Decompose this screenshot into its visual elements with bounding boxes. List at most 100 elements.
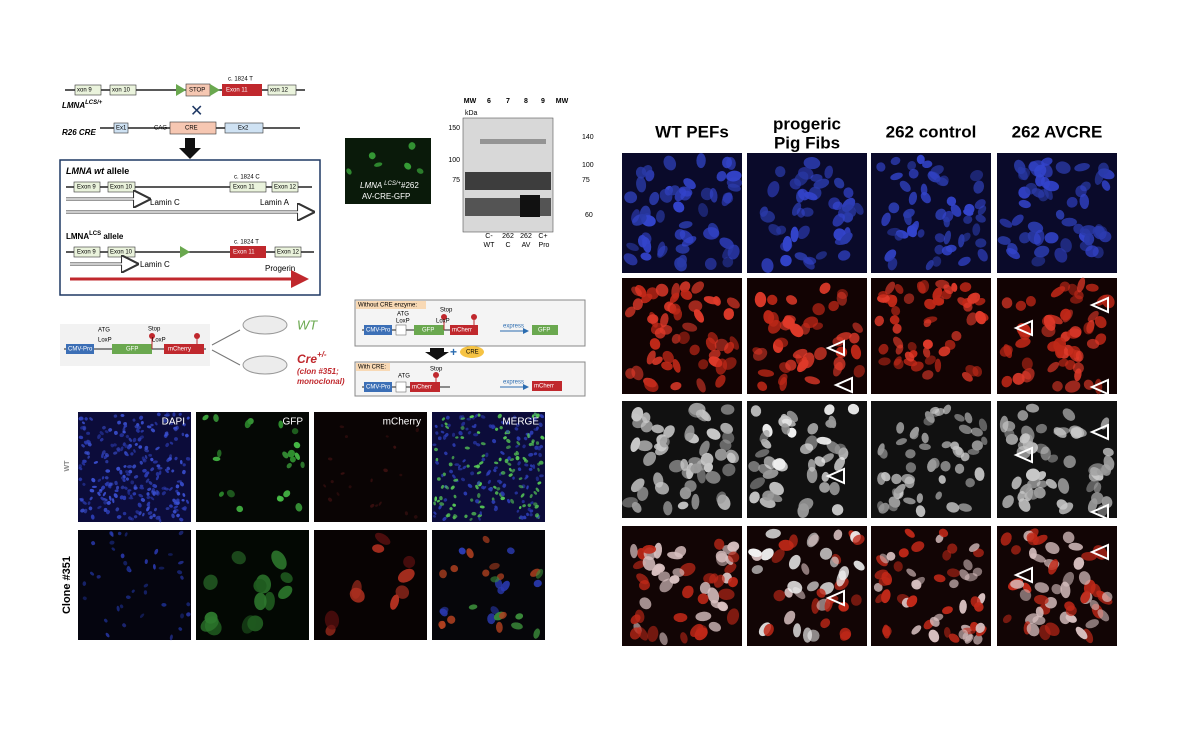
nucleus <box>127 490 131 495</box>
nucleus <box>119 433 125 438</box>
nucleus <box>815 251 827 260</box>
nucleus <box>1015 337 1031 348</box>
nucleus <box>814 456 826 467</box>
nucleus <box>146 492 150 496</box>
nucleus <box>973 180 985 194</box>
nucleus <box>536 515 541 519</box>
nucleus <box>469 517 473 521</box>
nucleus <box>537 446 542 451</box>
nucleus <box>672 568 685 577</box>
nucleus <box>131 589 135 593</box>
nucleus <box>748 461 760 472</box>
nucleus <box>535 487 540 492</box>
nucleus <box>464 446 470 450</box>
nucleus <box>122 623 127 628</box>
nucleus <box>1017 166 1028 181</box>
nucleus <box>938 528 949 538</box>
nucleus <box>533 628 540 639</box>
nucleus <box>1048 559 1059 575</box>
nucleus <box>505 429 510 434</box>
nucleus <box>474 413 479 418</box>
nucleus <box>455 436 459 439</box>
nucleus <box>534 445 539 450</box>
nucleus <box>482 569 490 577</box>
nucleus <box>1093 226 1108 239</box>
nucleus <box>123 465 127 468</box>
nucleus <box>905 449 916 459</box>
nucleus <box>465 427 469 431</box>
nucleus <box>878 343 889 355</box>
nucleus <box>513 452 518 456</box>
nucleus <box>150 423 154 427</box>
nucleus <box>844 204 857 218</box>
nucleus <box>508 473 513 477</box>
nucleus <box>1077 277 1086 293</box>
image-panel <box>314 530 427 640</box>
nucleus <box>1040 163 1053 178</box>
nucleus <box>87 501 91 505</box>
nucleus <box>720 404 735 415</box>
nucleus <box>965 478 975 488</box>
exon-label: Exon 11 <box>226 88 248 94</box>
nucleus <box>769 481 784 496</box>
nucleus <box>444 422 448 426</box>
nucleus <box>806 466 818 484</box>
nucleus <box>450 564 459 573</box>
nucleus <box>144 448 149 453</box>
nucleus <box>934 244 944 255</box>
nucleus <box>759 430 770 443</box>
nucleus <box>539 414 545 419</box>
nucleus <box>204 611 218 624</box>
scheme-title: Without CRE enzyme: <box>358 303 417 309</box>
nucleus <box>370 478 373 483</box>
nucleus <box>271 550 287 570</box>
nucleus <box>763 456 777 470</box>
nucleus <box>87 455 90 459</box>
nucleus <box>722 357 737 370</box>
nucleus <box>1063 455 1076 469</box>
image-background <box>78 530 191 640</box>
nucleus <box>836 332 852 341</box>
nucleus <box>722 244 734 259</box>
nucleus <box>1062 571 1075 587</box>
nucleus <box>853 560 865 571</box>
nucleus <box>922 370 934 380</box>
nucleus <box>104 430 109 434</box>
nucleus <box>120 553 125 559</box>
nucleus <box>963 215 973 224</box>
nucleus <box>623 253 638 266</box>
nucleus <box>105 452 110 458</box>
nucleus <box>967 292 981 304</box>
nucleus <box>834 177 845 189</box>
nucleus <box>958 629 969 640</box>
nucleus <box>906 595 918 608</box>
nucleus <box>778 539 794 551</box>
nucleus <box>300 461 305 469</box>
nucleus <box>154 421 158 426</box>
nucleus <box>1079 193 1090 210</box>
nucleus <box>852 534 865 545</box>
nucleus <box>124 486 128 490</box>
nucleus <box>109 540 115 545</box>
nucleus <box>129 494 133 498</box>
nucleus <box>504 458 509 464</box>
nucleus <box>763 623 774 637</box>
nucleus <box>518 506 522 510</box>
nucleus <box>624 306 636 318</box>
row-label: WT <box>64 460 71 472</box>
nucleus <box>950 204 962 217</box>
nucleus <box>397 568 415 583</box>
nucleus <box>1026 623 1040 637</box>
nucleus <box>961 232 971 242</box>
nucleus <box>1034 245 1050 258</box>
nucleus <box>916 154 925 165</box>
part-label: CMV-Pro <box>366 328 391 334</box>
exon-label: Exon 11 <box>233 185 255 191</box>
arrowhead <box>1013 566 1033 584</box>
nucleus <box>881 589 891 604</box>
nucleus <box>630 543 638 559</box>
nucleus <box>636 176 647 193</box>
nucleus <box>102 491 106 497</box>
nucleus <box>132 492 137 496</box>
nucleus <box>116 466 121 471</box>
